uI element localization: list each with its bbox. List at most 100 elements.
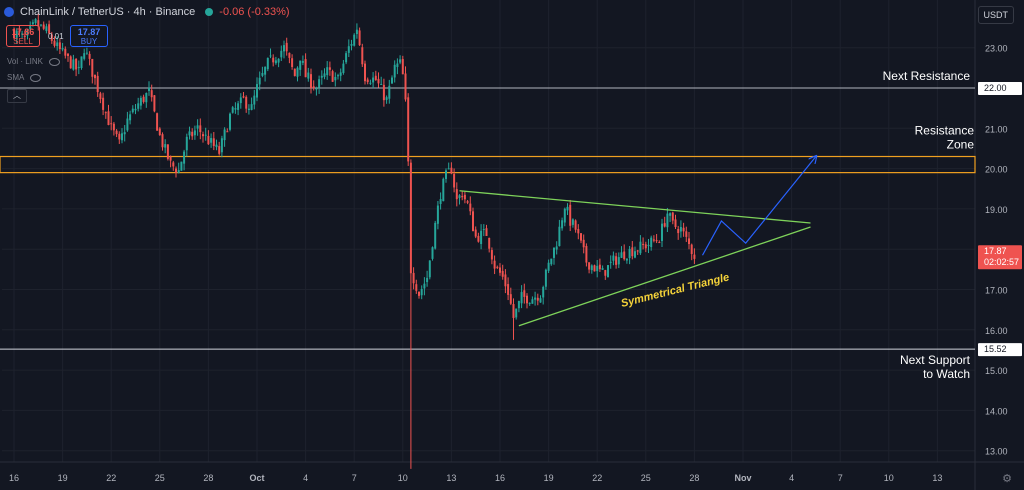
candle-body [13, 29, 15, 39]
candle-body [323, 73, 326, 77]
chevron-up-icon: ︿ [13, 91, 21, 100]
y-tick-label: 21.00 [985, 124, 1008, 134]
candle-body [129, 114, 132, 121]
sell-button[interactable]: 17.86 SELL [6, 25, 40, 47]
candle-body [631, 247, 634, 257]
candle-body [569, 204, 572, 226]
market-status-icon [205, 8, 214, 16]
candle-body [385, 97, 388, 100]
candle-body [67, 53, 69, 56]
candle-body [655, 240, 658, 242]
next-support-price-tag-text: 15.52 [984, 344, 1007, 354]
candle-body [177, 169, 180, 173]
candle-body [148, 87, 150, 91]
candle-body [58, 42, 61, 49]
candle-body [442, 178, 445, 202]
candle-body [428, 260, 431, 278]
candle-body [601, 268, 604, 270]
candle-body [420, 289, 423, 296]
candle-body [477, 235, 480, 242]
candle-body [299, 60, 302, 70]
triangle-upper-line [459, 190, 811, 224]
candle-body [166, 144, 169, 159]
candle-body [366, 79, 369, 83]
chart-header: ChainLink / TetherUS · 4h · Binance -0.0… [4, 6, 290, 18]
candle-body [480, 230, 483, 245]
candle-body [156, 113, 159, 131]
candle-body [91, 58, 94, 77]
candle-body [134, 108, 137, 111]
candle-body [18, 30, 21, 33]
x-tick-label: 4 [303, 473, 308, 483]
candle-body [623, 251, 626, 260]
candle-body [682, 227, 685, 232]
candle-body [453, 174, 456, 188]
x-tick-label: 10 [398, 473, 408, 483]
candle-body [121, 133, 123, 141]
candle-body [604, 270, 607, 276]
next-support-price-tag-bg [978, 343, 1022, 357]
y-tick-label: 23.00 [985, 44, 1008, 54]
gear-icon[interactable]: ⚙ [1002, 473, 1012, 485]
x-tick-label: 10 [884, 473, 894, 483]
candle-body [690, 244, 693, 254]
candle-body [628, 248, 631, 258]
candle-body [40, 24, 42, 26]
candle-body [509, 294, 512, 304]
y-tick-label: 15.00 [985, 366, 1008, 376]
x-tick-label: Nov [734, 473, 751, 483]
candle-body [553, 247, 555, 258]
candle-body [634, 251, 636, 258]
candle-body [118, 133, 121, 140]
candle-body [199, 125, 202, 133]
candle-body [188, 131, 191, 136]
eye-hidden-icon[interactable] [49, 57, 61, 66]
candle-body [588, 262, 591, 270]
candle-body [658, 242, 661, 244]
candle-body [339, 72, 342, 76]
buy-button[interactable]: 17.87 BUY [70, 25, 108, 47]
candle-body [688, 238, 690, 245]
candle-body [337, 75, 339, 77]
candle-body [431, 247, 434, 259]
candle-body [50, 34, 53, 41]
resistance-zone-annotation-line1: Resistance [915, 124, 975, 138]
candle-body [536, 297, 539, 301]
candle-body [499, 267, 501, 273]
candle-body [126, 118, 129, 131]
candle-body [42, 24, 45, 29]
candle-body [490, 250, 493, 260]
x-tick-label: 4 [789, 473, 794, 483]
candle-body [288, 52, 291, 58]
candle-body [488, 237, 491, 249]
candle-body [180, 161, 183, 171]
candle-body [615, 256, 618, 265]
candle-body [269, 55, 272, 57]
candle-body [131, 108, 134, 113]
candle-body [347, 46, 350, 53]
candle-body [301, 61, 304, 63]
candle-body [261, 72, 264, 76]
candle-body [561, 220, 564, 229]
currency-button[interactable]: USDT [977, 6, 1014, 24]
candle-body [447, 168, 450, 170]
candle-body [617, 257, 620, 265]
indicator-volume[interactable]: Vol · LINK [7, 57, 61, 66]
collapse-legend-button[interactable]: ︿ [7, 89, 27, 103]
x-tick-label: 28 [689, 473, 699, 483]
indicator-sma[interactable]: SMA [7, 73, 42, 82]
spread-value: 0.01 [48, 32, 64, 41]
candle-body [153, 95, 156, 112]
candle-body [229, 113, 231, 130]
chainlink-logo-icon [4, 7, 14, 17]
eye-hidden-icon[interactable] [30, 73, 42, 82]
candle-body [210, 138, 213, 143]
candle-body [31, 22, 34, 25]
triangle-lower-line [518, 226, 811, 327]
symbol-title[interactable]: ChainLink / TetherUS · 4h · Binance [20, 6, 196, 18]
candle-body [164, 144, 167, 148]
next-support-annotation-line1: Next Support [900, 353, 971, 367]
buy-price: 17.87 [77, 27, 101, 37]
candle-body [472, 211, 474, 232]
